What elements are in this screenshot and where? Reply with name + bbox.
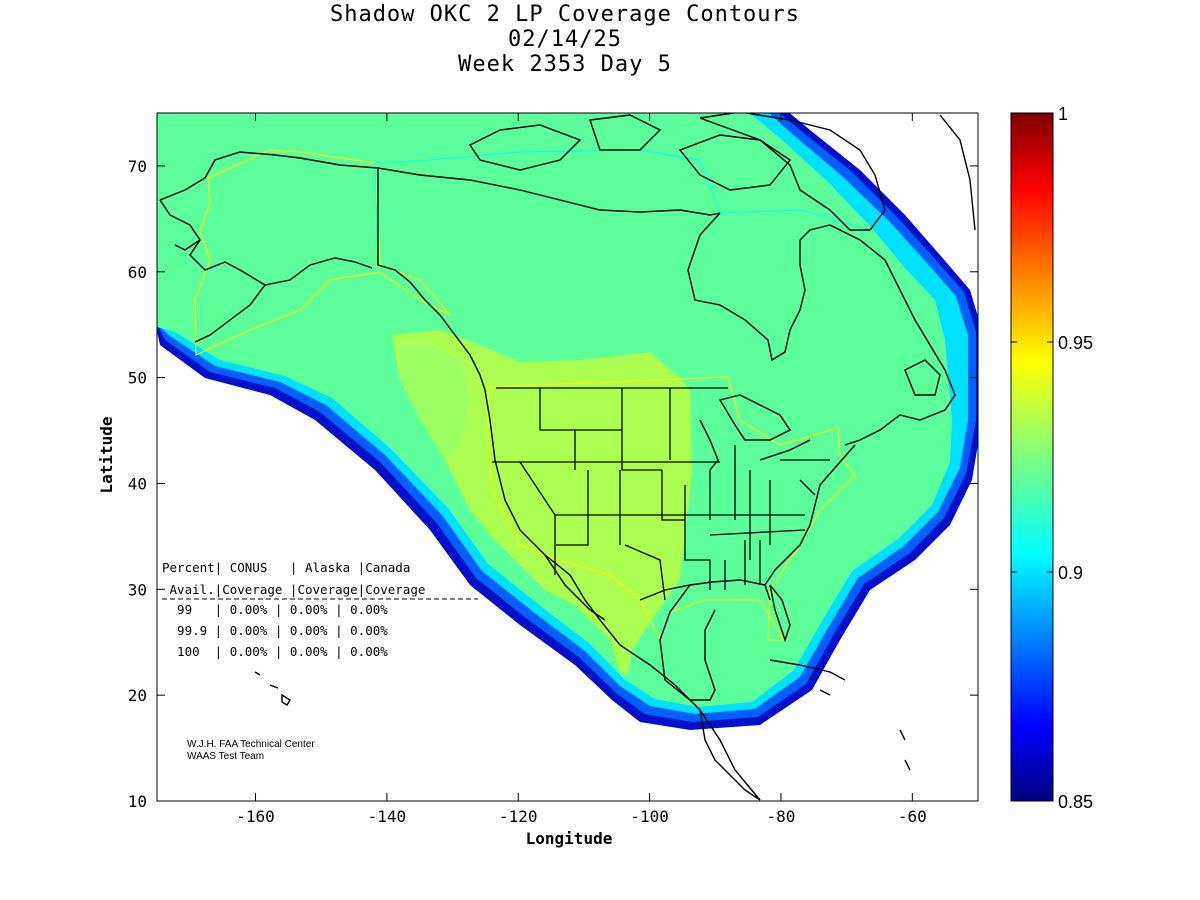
y-tick-label: 70 xyxy=(128,157,147,176)
title-line-3: Week 2353 Day 5 xyxy=(458,52,672,77)
tick-marks xyxy=(157,113,978,802)
x-tick-label: -100 xyxy=(630,807,669,826)
table-row: 100 | 0.00% | 0.00% | 0.00% xyxy=(162,644,388,659)
y-axis-label: Latitude xyxy=(97,416,116,493)
title-line-2: 02/14/25 xyxy=(508,27,622,52)
y-tick-label: 20 xyxy=(128,686,147,705)
contour-093 xyxy=(392,330,692,675)
y-tick-label: 30 xyxy=(128,580,147,599)
table-row: 99 | 0.00% | 0.00% | 0.00% xyxy=(162,602,388,617)
colorbar-label-1: 1 xyxy=(1058,104,1068,124)
us-state-borders xyxy=(492,387,830,601)
title-line-1: Shadow OKC 2 LP Coverage Contours xyxy=(329,2,801,27)
credit-line-1: W.J.H. FAA Technical Center xyxy=(187,739,315,750)
colorbar-label-090: 0.9 xyxy=(1058,563,1083,583)
x-tick-label: -60 xyxy=(898,807,927,826)
coastlines xyxy=(159,113,976,801)
colorbar xyxy=(1010,112,1054,802)
service-boundaries xyxy=(194,149,856,642)
coverage-contours xyxy=(157,113,978,730)
colorbar-label-095: 0.95 xyxy=(1058,333,1093,353)
x-tick-label: -160 xyxy=(236,807,275,826)
plot-frame xyxy=(156,112,979,802)
table-header-2: Avail.|Coverage |Coverage|Coverage xyxy=(162,582,425,597)
x-tick-labels: -160 -140 -120 -100 -80 -60 xyxy=(236,807,927,826)
y-tick-label: 40 xyxy=(128,474,147,493)
table-header-1: Percent| CONUS | Alaska |Canada xyxy=(162,560,410,575)
x-axis-label: Longitude xyxy=(526,829,613,848)
table-row: 99.9 | 0.00% | 0.00% | 0.00% xyxy=(162,623,388,638)
x-tick-label: -120 xyxy=(499,807,538,826)
y-tick-labels: 70 60 50 40 30 20 10 xyxy=(128,157,147,811)
colorbar-label-085: 0.85 xyxy=(1058,792,1093,812)
colorbar-ticks xyxy=(1011,341,1053,573)
y-tick-label: 60 xyxy=(128,263,147,282)
y-tick-label: 10 xyxy=(128,792,147,811)
contour-093-edge xyxy=(400,345,470,460)
x-tick-label: -140 xyxy=(368,807,407,826)
y-tick-label: 50 xyxy=(128,369,147,388)
credit-line-2: WAAS Test Team xyxy=(187,751,264,762)
coverage-table: Percent| CONUS | Alaska |Canada Avail.|C… xyxy=(162,560,478,659)
x-tick-label: -80 xyxy=(767,807,796,826)
